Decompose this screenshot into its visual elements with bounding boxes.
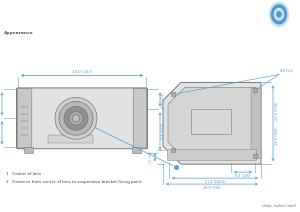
Text: 3.1 (80): 3.1 (80)	[0, 97, 1, 111]
Text: 13.0 (267): 13.0 (267)	[72, 70, 92, 74]
Text: 131: 131	[272, 10, 290, 19]
Text: 4.8 (121): 4.8 (121)	[161, 91, 166, 107]
Text: 21.0 (534): 21.0 (534)	[274, 102, 278, 120]
Circle shape	[272, 5, 286, 24]
FancyBboxPatch shape	[16, 88, 148, 149]
FancyBboxPatch shape	[17, 89, 32, 148]
Polygon shape	[168, 87, 256, 159]
Text: 1   Center of lens: 1 Center of lens	[6, 172, 41, 176]
Text: 9.8 (250): 9.8 (250)	[161, 123, 166, 139]
Bar	[253, 154, 257, 158]
Text: 9.3 (236): 9.3 (236)	[235, 174, 251, 178]
Circle shape	[69, 111, 83, 125]
Text: Appearance: Appearance	[8, 9, 82, 19]
Circle shape	[73, 115, 80, 122]
Bar	[251, 88, 261, 158]
Circle shape	[64, 106, 88, 130]
Text: 4.8(122): 4.8(122)	[280, 70, 294, 74]
Polygon shape	[163, 82, 261, 164]
Circle shape	[277, 12, 281, 17]
Text: 18.0 (456): 18.0 (456)	[274, 126, 278, 145]
Text: 28.9 (734): 28.9 (734)	[203, 186, 221, 190]
Bar	[24, 147, 33, 153]
Text: 1.5 (39): 1.5 (39)	[149, 151, 154, 164]
Text: 3.6 (140): 3.6 (140)	[0, 125, 1, 141]
Text: Appearance: Appearance	[4, 31, 34, 35]
Bar	[191, 109, 231, 134]
Text: 21.4 (544.6): 21.4 (544.6)	[205, 180, 225, 184]
Circle shape	[269, 2, 289, 27]
FancyBboxPatch shape	[133, 89, 147, 148]
Circle shape	[59, 101, 93, 135]
Text: Units: inches (mm): Units: inches (mm)	[262, 204, 296, 208]
Bar	[48, 135, 93, 143]
Text: 2   Distance from center of lens to suspension bracket fixing point: 2 Distance from center of lens to suspen…	[6, 180, 142, 184]
Bar	[253, 88, 257, 92]
Circle shape	[274, 8, 284, 20]
Bar	[171, 92, 175, 96]
Bar	[171, 148, 175, 152]
Circle shape	[55, 97, 97, 139]
FancyBboxPatch shape	[167, 150, 256, 161]
Bar	[132, 147, 141, 153]
